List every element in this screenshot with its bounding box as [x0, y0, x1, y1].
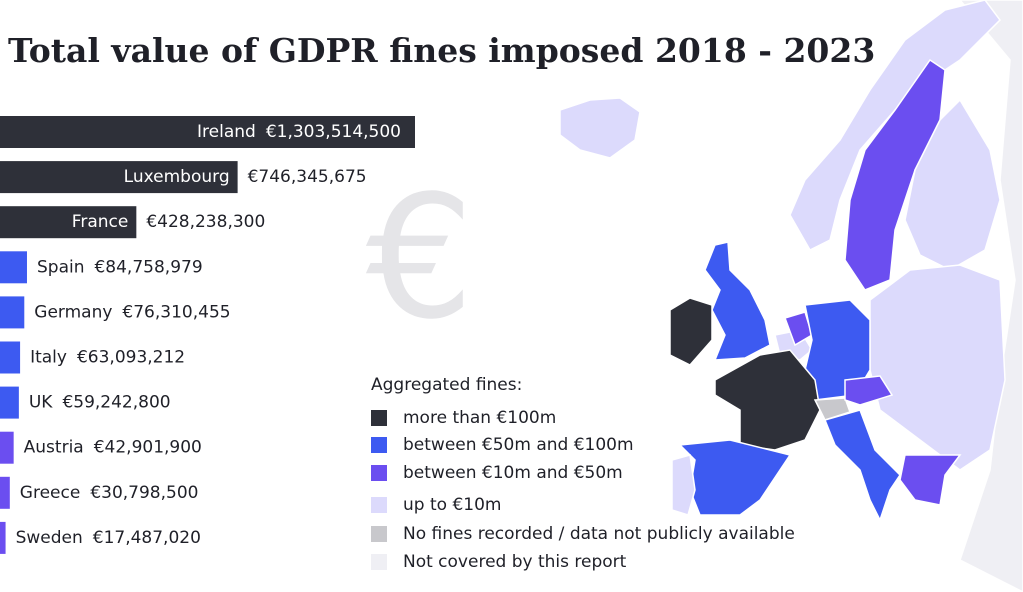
- value-label: €746,345,675: [248, 167, 367, 187]
- value-label: €59,242,800: [62, 393, 170, 413]
- value-label: €84,758,979: [94, 257, 202, 277]
- bar: [0, 521, 6, 554]
- map: [559, 0, 1023, 592]
- legend: Aggregated fines: more than €100m between …: [371, 375, 795, 572]
- legend-swatch: [371, 465, 387, 481]
- legend-label: between €50m and €100m: [403, 435, 634, 455]
- value-label: €428,238,300: [146, 212, 265, 232]
- map-region: [823, 409, 901, 522]
- value-label: €42,901,900: [94, 438, 202, 458]
- bar: [0, 116, 415, 148]
- bar: [0, 476, 10, 509]
- legend-label: Not covered by this report: [403, 552, 627, 572]
- category-label: Ireland: [197, 122, 256, 142]
- bar: [0, 161, 238, 194]
- bar: [0, 296, 25, 329]
- legend-label: between €10m and €50m: [403, 463, 623, 483]
- legend-label: up to €10m: [403, 495, 501, 515]
- bar: [0, 251, 27, 284]
- value-label: €30,798,500: [90, 483, 198, 503]
- legend-swatch: [371, 437, 387, 453]
- category-label: Luxembourg: [124, 167, 230, 187]
- map-region: [904, 98, 1001, 271]
- map-region: [813, 397, 851, 421]
- map-region: [844, 375, 894, 406]
- category-label: Spain: [37, 257, 85, 277]
- value-label: €63,093,212: [77, 348, 185, 368]
- value-label: €17,487,020: [93, 528, 201, 548]
- value-label: €1,303,514,500: [266, 122, 401, 142]
- bar: [0, 341, 21, 374]
- bars: Ireland €1,303,514,500 Luxembourg €746,345,…: [0, 116, 415, 554]
- category-label: Greece: [20, 483, 81, 503]
- category-label: Italy: [30, 348, 67, 368]
- legend-swatch: [371, 526, 387, 542]
- legend-swatch: [371, 554, 387, 570]
- bar: [0, 206, 137, 239]
- legend-label: more than €100m: [403, 408, 556, 428]
- legend-label: No fines recorded / data not publicly av…: [403, 524, 795, 544]
- map-region: [678, 439, 792, 516]
- category-label: France: [72, 212, 129, 232]
- value-label: €76,310,455: [122, 302, 230, 322]
- map-region: [844, 58, 946, 291]
- map-region: [669, 297, 713, 366]
- category-label: Sweden: [16, 528, 83, 548]
- category-label: Germany: [34, 302, 112, 322]
- map-region: [704, 241, 771, 361]
- category-label: UK: [29, 393, 53, 413]
- map-region: [559, 97, 641, 159]
- bar: [0, 431, 14, 464]
- chart-title: Total value of GDPR fines imposed 2018 -…: [8, 31, 875, 70]
- map-region: [869, 264, 1006, 471]
- category-label: Austria: [24, 438, 84, 458]
- legend-title: Aggregated fines:: [371, 375, 522, 395]
- legend-swatch: [371, 497, 387, 513]
- legend-swatch: [371, 410, 387, 426]
- bar: [0, 386, 19, 419]
- watermark: €: [366, 159, 474, 357]
- map-region: [789, 0, 1001, 251]
- map-region: [714, 349, 821, 451]
- map-region: [671, 454, 696, 516]
- map-region: [899, 454, 962, 506]
